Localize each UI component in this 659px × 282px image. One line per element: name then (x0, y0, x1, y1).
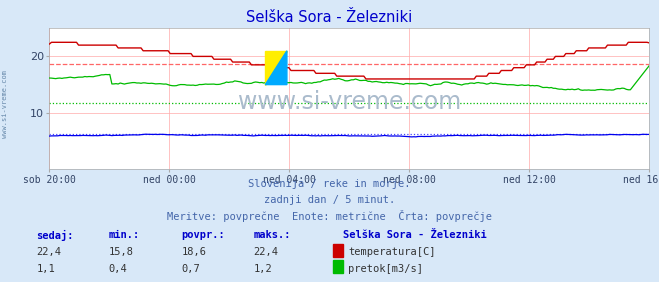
Polygon shape (266, 51, 287, 85)
Text: Selška Sora - Železniki: Selška Sora - Železniki (343, 230, 486, 240)
Text: www.si-vreme.com: www.si-vreme.com (2, 70, 9, 138)
Text: temperatura[C]: temperatura[C] (348, 247, 436, 257)
Text: maks.:: maks.: (254, 230, 291, 240)
Text: www.si-vreme.com: www.si-vreme.com (238, 89, 461, 114)
Text: pretok[m3/s]: pretok[m3/s] (348, 264, 423, 274)
Text: Slovenija / reke in morje.: Slovenija / reke in morje. (248, 179, 411, 189)
Text: 15,8: 15,8 (109, 247, 134, 257)
Text: 22,4: 22,4 (254, 247, 279, 257)
Text: min.:: min.: (109, 230, 140, 240)
Text: 1,2: 1,2 (254, 264, 272, 274)
Text: 22,4: 22,4 (36, 247, 61, 257)
Text: Selška Sora - Železniki: Selška Sora - Železniki (246, 10, 413, 25)
Text: zadnji dan / 5 minut.: zadnji dan / 5 minut. (264, 195, 395, 204)
Text: 0,7: 0,7 (181, 264, 200, 274)
Polygon shape (266, 51, 287, 85)
Text: 0,4: 0,4 (109, 264, 127, 274)
Text: povpr.:: povpr.: (181, 230, 225, 240)
Text: 18,6: 18,6 (181, 247, 206, 257)
Text: 1,1: 1,1 (36, 264, 55, 274)
Text: sedaj:: sedaj: (36, 230, 74, 241)
Text: Meritve: povprečne  Enote: metrične  Črta: povprečje: Meritve: povprečne Enote: metrične Črta:… (167, 210, 492, 222)
